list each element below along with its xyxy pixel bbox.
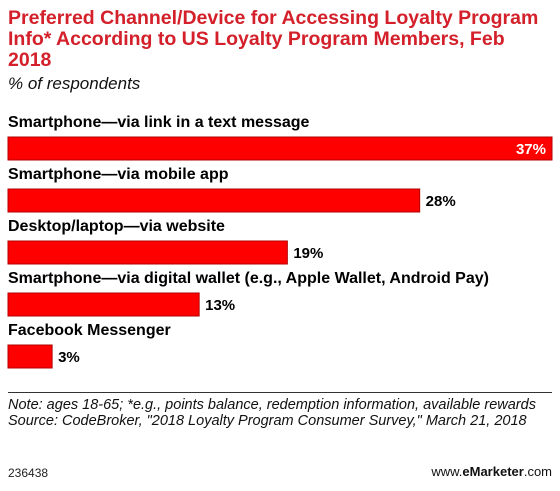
category-label: Desktop/laptop—via website <box>8 218 225 235</box>
value-label: 3% <box>58 349 80 366</box>
bar <box>7 188 421 213</box>
category-label: Smartphone—via link in a text message <box>8 114 310 131</box>
value-label: 13% <box>205 297 235 314</box>
category-label: Smartphone—via digital wallet (e.g., App… <box>8 270 489 287</box>
brand-name: eMarketer <box>462 464 524 479</box>
category-label: Facebook Messenger <box>8 322 171 339</box>
value-label: 28% <box>426 193 456 210</box>
chart-id: 236438 <box>8 466 49 480</box>
bar-chart: Smartphone—via link in a text message 37%… <box>7 114 553 369</box>
category-label: Smartphone—via mobile app <box>8 166 229 183</box>
notes-divider <box>8 392 552 393</box>
brand-logo: www.eMarketer.com <box>431 464 552 479</box>
note-text: Note: ages 18-65; *e.g., points balance,… <box>8 397 536 413</box>
chart-notes: Note: ages 18-65; *e.g., points balance,… <box>8 397 556 429</box>
brand-suffix: .com <box>523 464 552 479</box>
bar <box>7 344 53 369</box>
bar <box>7 292 200 317</box>
source-text: Source: CodeBroker, "2018 Loyalty Progra… <box>8 412 527 429</box>
value-label: 19% <box>293 245 323 262</box>
value-label: 37% <box>516 141 546 158</box>
bar <box>7 240 288 265</box>
chart-title: Preferred Channel/Device for Accessing L… <box>8 7 539 71</box>
chart-subtitle: % of respondents <box>8 74 141 93</box>
brand-prefix: www. <box>431 464 463 479</box>
bar <box>7 136 553 161</box>
